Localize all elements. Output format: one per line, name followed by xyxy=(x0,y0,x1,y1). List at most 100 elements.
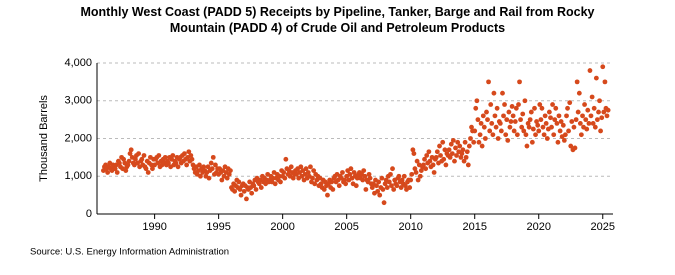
data-point xyxy=(569,119,575,124)
data-point xyxy=(438,153,443,158)
data-point xyxy=(512,119,518,124)
data-point xyxy=(375,188,381,194)
data-point xyxy=(410,147,416,153)
data-point xyxy=(485,117,490,123)
data-point xyxy=(184,162,190,168)
data-point xyxy=(422,156,427,162)
data-point xyxy=(597,98,602,104)
data-point xyxy=(464,149,470,155)
data-point xyxy=(369,185,375,190)
data-point xyxy=(208,160,214,166)
data-point xyxy=(415,177,421,183)
data-point xyxy=(173,160,179,166)
data-point xyxy=(340,170,345,175)
data-point xyxy=(458,154,464,160)
data-point xyxy=(519,124,525,130)
y-tick-label: 2,000 xyxy=(64,132,92,144)
data-point xyxy=(394,183,400,189)
data-point xyxy=(481,124,487,130)
data-point xyxy=(186,149,192,155)
data-point xyxy=(198,173,203,179)
data-point xyxy=(594,117,600,123)
data-point xyxy=(290,175,296,181)
data-point xyxy=(488,102,494,107)
data-point xyxy=(526,124,532,130)
data-point xyxy=(573,117,579,123)
x-tick-label: 2020 xyxy=(526,221,550,233)
data-point xyxy=(462,139,468,145)
data-point xyxy=(442,147,448,153)
data-point xyxy=(156,153,162,158)
data-point xyxy=(577,121,583,126)
data-point xyxy=(423,166,429,172)
data-point xyxy=(431,170,437,175)
data-point xyxy=(535,122,541,128)
data-point xyxy=(553,105,559,111)
data-point xyxy=(556,113,562,119)
data-point xyxy=(449,151,455,157)
data-point xyxy=(576,90,582,96)
data-point xyxy=(539,105,545,111)
y-tick-label: 1,000 xyxy=(64,170,92,182)
data-point xyxy=(219,177,225,183)
data-point xyxy=(430,162,436,168)
data-point xyxy=(272,181,278,187)
data-point xyxy=(424,153,430,158)
data-point xyxy=(139,156,145,162)
data-point xyxy=(479,143,485,149)
data-point xyxy=(303,166,309,172)
data-point xyxy=(555,139,561,145)
data-point xyxy=(599,115,605,121)
data-point xyxy=(544,136,550,141)
data-point xyxy=(281,170,287,175)
data-point xyxy=(414,158,420,164)
data-point xyxy=(588,113,594,119)
data-point xyxy=(468,136,473,141)
data-point xyxy=(511,128,517,134)
data-point xyxy=(459,151,465,157)
x-tick-label: 2025 xyxy=(591,221,615,233)
data-point xyxy=(538,117,544,123)
y-axis-label: Thousand Barrels xyxy=(38,95,50,182)
data-point xyxy=(205,164,211,170)
data-point xyxy=(491,90,497,96)
data-point xyxy=(582,102,587,107)
data-point xyxy=(460,147,466,153)
data-point xyxy=(367,175,373,181)
data-point xyxy=(453,145,458,151)
data-point xyxy=(537,102,543,107)
data-point xyxy=(506,109,512,115)
data-point xyxy=(487,128,493,134)
data-point xyxy=(441,156,447,162)
data-point xyxy=(166,160,171,166)
data-point xyxy=(492,113,498,119)
data-point xyxy=(443,162,449,168)
data-point xyxy=(551,132,557,138)
data-point xyxy=(330,187,336,192)
data-point xyxy=(586,121,592,126)
y-tick-label: 3,000 xyxy=(64,95,92,107)
data-point xyxy=(472,128,478,134)
data-point xyxy=(533,132,538,138)
data-point xyxy=(566,128,571,134)
data-point xyxy=(143,166,149,172)
data-point xyxy=(513,105,519,111)
data-point xyxy=(117,160,122,166)
data-point xyxy=(382,181,388,187)
data-point xyxy=(288,164,294,170)
data-point xyxy=(476,139,482,145)
data-point xyxy=(244,196,249,202)
data-point xyxy=(402,183,408,189)
data-point xyxy=(213,162,218,168)
data-point xyxy=(503,132,509,138)
data-point xyxy=(572,145,578,151)
data-point xyxy=(469,124,474,130)
data-point xyxy=(256,181,262,187)
data-point xyxy=(473,105,479,111)
x-tick-label: 1995 xyxy=(206,221,230,233)
data-point xyxy=(374,183,379,189)
data-point xyxy=(574,79,580,85)
data-point xyxy=(480,113,486,119)
data-point xyxy=(112,166,118,172)
data-point xyxy=(310,175,315,181)
